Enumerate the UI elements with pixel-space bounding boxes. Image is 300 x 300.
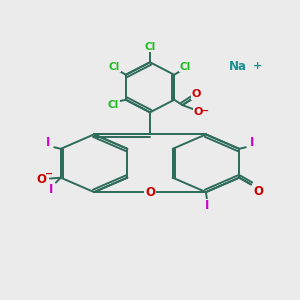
Text: Na: Na xyxy=(229,60,247,73)
Text: O: O xyxy=(254,185,263,198)
Text: −: − xyxy=(201,106,209,116)
Text: O: O xyxy=(36,172,46,186)
Text: Cl: Cl xyxy=(108,100,119,110)
Text: +: + xyxy=(253,61,262,71)
Text: Cl: Cl xyxy=(109,62,120,72)
Text: I: I xyxy=(49,182,54,196)
Text: O: O xyxy=(192,89,201,100)
Text: −: − xyxy=(45,169,53,179)
Text: Cl: Cl xyxy=(144,42,156,52)
Text: I: I xyxy=(205,199,210,212)
Text: O: O xyxy=(194,107,203,117)
Text: O: O xyxy=(145,186,155,199)
Text: I: I xyxy=(46,136,50,149)
Text: I: I xyxy=(250,136,254,149)
Text: Cl: Cl xyxy=(180,62,191,72)
